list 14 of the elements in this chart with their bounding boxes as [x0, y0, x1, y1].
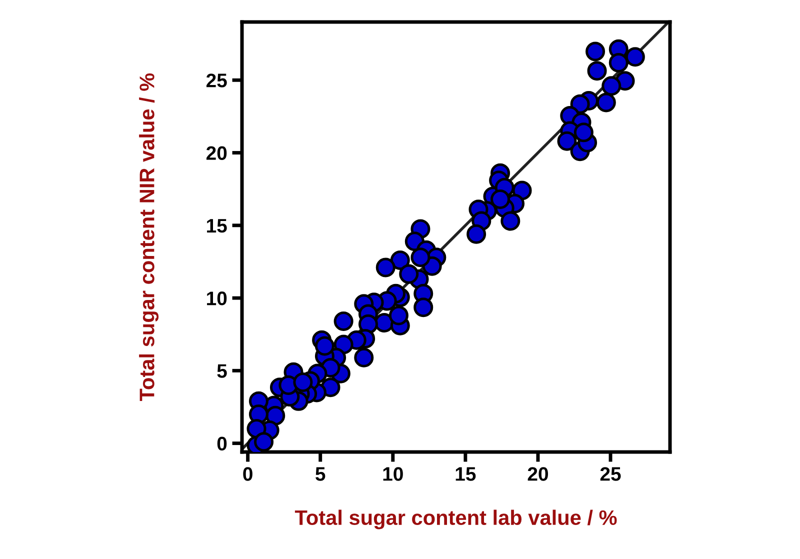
y-tick-label: 10: [207, 291, 227, 306]
x-tick-label: 5: [316, 467, 326, 481]
x-tick-label: 10: [383, 467, 403, 481]
y-tick-label: 5: [217, 364, 227, 378]
y-tick-label: 15: [207, 219, 227, 233]
y-tick-label: 25: [206, 74, 227, 88]
y-tick-label: 0: [217, 436, 227, 451]
x-tick-label: 15: [456, 467, 476, 481]
x-axis-title: Total sugar content lab value / %: [294, 510, 617, 530]
x-tick-label: 20: [528, 467, 548, 481]
x-tick-label: 0: [243, 467, 252, 481]
x-tick-label: 25: [600, 467, 621, 481]
y-tick-label: 20: [206, 146, 227, 160]
y-axis-title: Total sugar content NIR value / %: [139, 73, 159, 401]
